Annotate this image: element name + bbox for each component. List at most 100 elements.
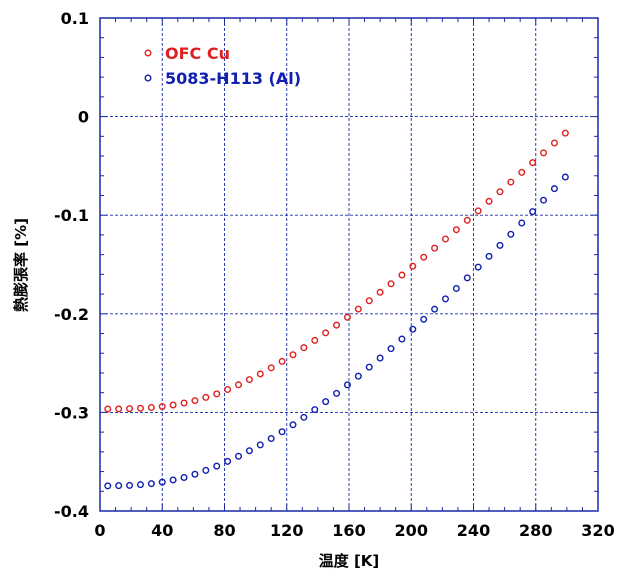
data-point	[409, 325, 417, 333]
data-point	[343, 381, 351, 389]
x-tick-label: 240	[457, 521, 490, 540]
data-point	[550, 185, 558, 193]
data-point	[278, 428, 286, 436]
data-point	[474, 263, 482, 271]
data-point	[441, 235, 449, 243]
x-tick-label: 200	[395, 521, 428, 540]
data-point	[115, 482, 123, 490]
data-point	[376, 288, 384, 296]
data-point	[267, 435, 275, 443]
data-point	[376, 354, 384, 362]
data-point	[529, 208, 537, 216]
data-point	[147, 480, 155, 488]
y-tick-label: -0.2	[54, 305, 89, 324]
legend-label-ofc-cu: OFC Cu	[165, 44, 230, 63]
data-point	[529, 159, 537, 167]
y-tick-label: -0.3	[54, 403, 89, 422]
data-point	[169, 401, 177, 409]
data-point	[485, 197, 493, 205]
grid	[100, 18, 598, 511]
data-point	[180, 399, 188, 407]
data-point	[387, 280, 395, 288]
data-point	[213, 390, 221, 398]
data-point	[365, 297, 373, 305]
data-point	[420, 315, 428, 323]
data-point	[420, 253, 428, 261]
data-point	[126, 481, 134, 489]
data-point	[322, 329, 330, 337]
x-tick-label: 120	[270, 521, 303, 540]
data-point	[169, 476, 177, 484]
data-point	[474, 207, 482, 215]
y-tick-label: 0	[78, 108, 89, 127]
x-tick-label: 280	[519, 521, 552, 540]
legend-marker-ofc-cu	[144, 49, 152, 57]
y-tick-label: 0.1	[61, 9, 89, 28]
data-point	[343, 313, 351, 321]
x-tick-labels: 0 40 80 120 160 200 240 280 320	[94, 521, 614, 540]
data-point	[561, 173, 569, 181]
data-point	[126, 405, 134, 413]
data-point	[147, 403, 155, 411]
y-tick-label: -0.4	[54, 502, 89, 521]
data-point	[452, 284, 460, 292]
data-point	[496, 188, 504, 196]
data-point	[398, 335, 406, 343]
series-1	[104, 173, 569, 490]
data-point	[158, 402, 166, 410]
data-point	[256, 370, 264, 378]
data-point	[463, 216, 471, 224]
legend-label-al: 5083-H113 (Al)	[165, 69, 301, 88]
x-tick-label: 80	[213, 521, 235, 540]
data-point	[431, 305, 439, 313]
series-layer	[104, 129, 569, 490]
data-point	[311, 336, 319, 344]
data-point	[354, 305, 362, 313]
data-point	[235, 452, 243, 460]
data-point	[300, 344, 308, 352]
data-point	[202, 393, 210, 401]
legend: OFC Cu 5083-H113 (Al)	[144, 44, 301, 88]
data-point	[267, 364, 275, 372]
data-point	[409, 262, 417, 270]
data-point	[115, 405, 123, 413]
data-point	[550, 139, 558, 147]
y-tick-label: -0.1	[54, 206, 89, 225]
x-tick-label: 0	[94, 521, 105, 540]
data-point	[224, 457, 232, 465]
data-point	[540, 149, 548, 157]
series-0	[104, 129, 569, 413]
y-tick-labels: 0.1 0 -0.1 -0.2 -0.3 -0.4	[54, 9, 89, 521]
data-point	[191, 470, 199, 478]
data-point	[518, 168, 526, 176]
data-point	[289, 351, 297, 359]
data-point	[224, 386, 232, 394]
data-point	[485, 252, 493, 260]
x-tick-label: 320	[581, 521, 614, 540]
data-point	[191, 397, 199, 405]
data-point	[256, 441, 264, 449]
data-point	[180, 473, 188, 481]
data-point	[245, 447, 253, 455]
legend-marker-al	[144, 74, 152, 82]
data-point	[104, 405, 112, 413]
data-point	[136, 481, 144, 489]
data-point	[518, 219, 526, 227]
x-axis-title: 温度 [K]	[319, 552, 380, 570]
data-point	[561, 129, 569, 137]
plot-frame	[99, 17, 599, 512]
x-tick-label: 40	[151, 521, 173, 540]
data-point	[158, 478, 166, 486]
data-point	[213, 462, 221, 470]
data-point	[245, 376, 253, 384]
x-tick-label: 160	[332, 521, 365, 540]
data-point	[365, 363, 373, 371]
data-point	[452, 226, 460, 234]
data-point	[354, 372, 362, 380]
data-point	[387, 345, 395, 353]
data-point	[333, 321, 341, 329]
data-point	[202, 466, 210, 474]
data-point	[540, 196, 548, 204]
data-point	[507, 178, 515, 186]
